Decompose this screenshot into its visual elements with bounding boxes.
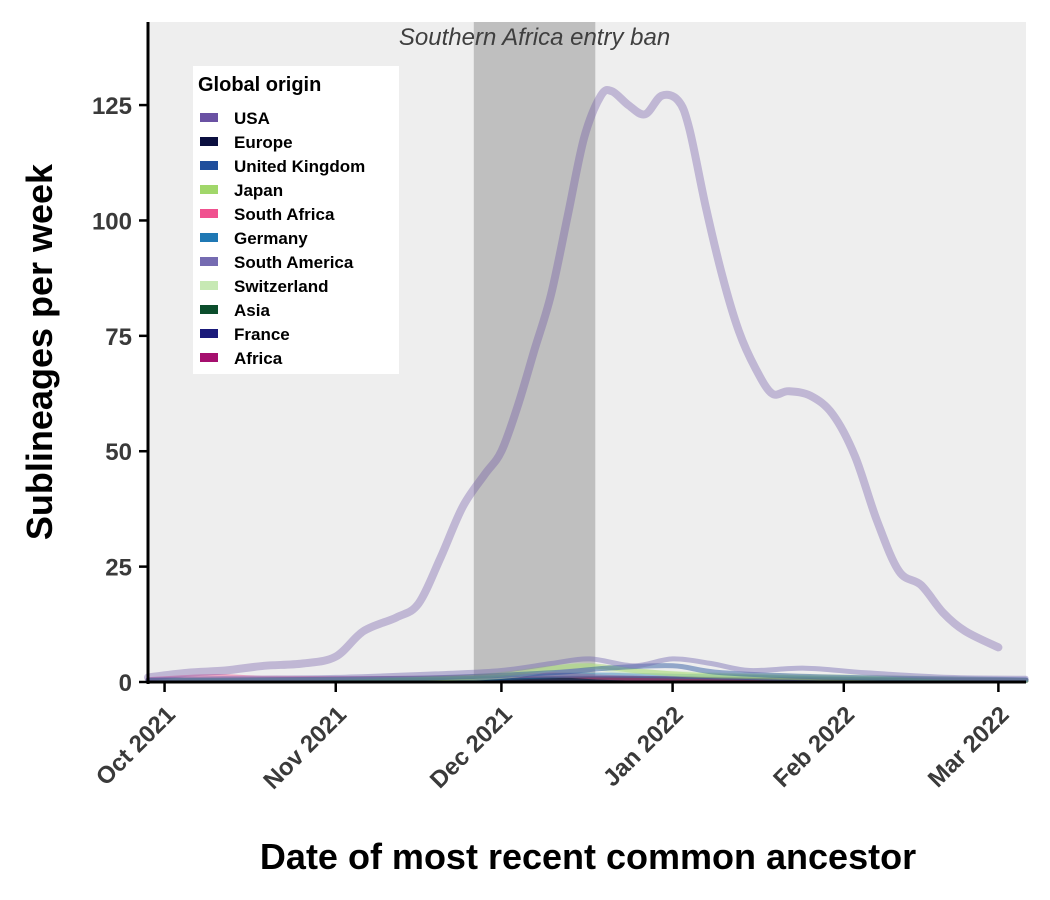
legend-label: USA: [234, 109, 270, 128]
series-line-japan: [145, 663, 1029, 683]
y-tick-label: 100: [92, 208, 132, 235]
x-tick-label: Feb 2022: [768, 701, 860, 793]
series-layer: [144, 86, 1029, 684]
x-tick-label: Mar 2022: [923, 701, 1015, 793]
legend-swatch: [200, 185, 218, 194]
series-line-germany: [145, 672, 1029, 683]
x-axis-title: Date of most recent common ancestor: [260, 836, 916, 877]
legend-label: Japan: [234, 181, 283, 200]
y-tick-label: 75: [105, 324, 132, 351]
legend-swatch: [200, 113, 218, 122]
legend: Global origin USA Europe United Kingdom Jap…: [193, 66, 399, 374]
x-tick-label: Oct 2021: [91, 701, 181, 791]
legend-label: Switzerland: [234, 277, 328, 296]
legend-swatch: [200, 329, 218, 338]
y-tick-label: 50: [105, 439, 132, 466]
x-tick-label: Jan 2022: [598, 701, 689, 792]
legend-label: United Kingdom: [234, 157, 365, 176]
series-line-south-africa: [145, 672, 1029, 683]
legend-label: Africa: [234, 349, 283, 368]
y-axis-title: Sublineages per week: [19, 163, 60, 540]
series-line-usa: [144, 86, 1003, 682]
legend-label: Germany: [234, 229, 308, 248]
legend-label: France: [234, 325, 290, 344]
series-line-africa: [145, 675, 1029, 683]
series-line-south-america: [145, 656, 1029, 683]
series-line-switzerland: [145, 663, 1029, 683]
y-axis-ticks: 0 25 50 75 100 125: [92, 93, 148, 697]
legend-swatch: [200, 257, 218, 266]
legend-swatch: [200, 305, 218, 314]
legend-swatch: [200, 209, 218, 218]
series-line-asia: [145, 676, 1029, 683]
legend-swatch: [200, 161, 218, 170]
legend-title: Global origin: [198, 74, 321, 96]
legend-background: [193, 66, 399, 374]
x-tick-label: Nov 2021: [258, 701, 352, 795]
x-tick-label: Dec 2021: [425, 701, 518, 794]
legend-entries: USA Europe United Kingdom Japan South Africa…: [200, 109, 365, 368]
legend-label: South America: [234, 253, 354, 272]
series-line-united-kingdom: [145, 663, 1029, 683]
legend-swatch: [200, 281, 218, 290]
legend-swatch: [200, 137, 218, 146]
x-axis-ticks: Oct 2021 Nov 2021 Dec 2021 Jan 2022 Feb 2022…: [91, 682, 1015, 795]
legend-label: Europe: [234, 133, 293, 152]
y-tick-label: 125: [92, 93, 132, 120]
legend-label: South Africa: [234, 205, 335, 224]
legend-swatch: [200, 353, 218, 362]
y-tick-label: 25: [105, 555, 132, 582]
entry-ban-annotation: Southern Africa entry ban: [399, 24, 670, 51]
series-line-europe: [145, 675, 1029, 683]
entry-ban-shaded-region: [473, 22, 596, 682]
legend-swatch: [200, 233, 218, 242]
y-tick-label: 0: [119, 670, 132, 697]
legend-label: Asia: [234, 301, 270, 320]
